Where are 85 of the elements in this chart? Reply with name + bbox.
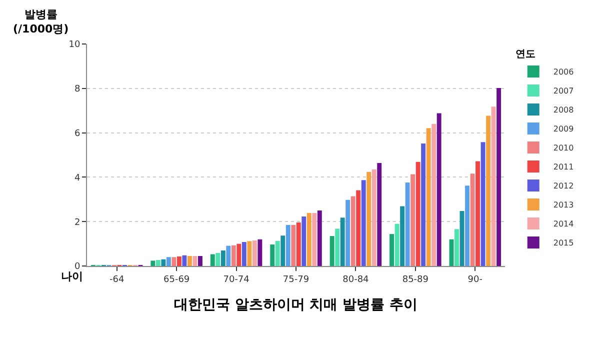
bar [330, 236, 334, 266]
bar [150, 260, 156, 266]
bar [242, 242, 246, 266]
bar [432, 124, 436, 266]
bar [350, 196, 356, 266]
bar [226, 246, 231, 266]
legend-label: 2009 [553, 124, 574, 134]
bar [198, 256, 202, 266]
legend-title: 연도 [515, 49, 536, 60]
y-tick-label: 8 [74, 84, 80, 95]
bar [286, 224, 290, 266]
bar [247, 241, 252, 266]
bar [210, 254, 215, 266]
legend-label: 2013 [553, 200, 574, 210]
bar [275, 240, 280, 266]
bar [340, 218, 345, 266]
bar [317, 210, 322, 266]
text: 대한민국 알츠하이머 치매 발병률 추이 [174, 297, 418, 313]
legend-label: 2010 [553, 144, 574, 153]
bar [480, 142, 486, 266]
bar [302, 216, 306, 266]
bar [470, 174, 475, 266]
legend-label: 2011 [553, 162, 574, 172]
bar [258, 239, 262, 266]
bar [270, 244, 275, 266]
bar [377, 162, 382, 266]
x-tick-label: 65-69 [163, 274, 190, 285]
bar [496, 88, 502, 266]
bar [192, 256, 198, 266]
bar [231, 245, 236, 266]
legend-label: 2008 [553, 106, 574, 115]
bar [372, 169, 376, 266]
bar [491, 106, 496, 266]
bar [436, 113, 442, 266]
y-axis-title: 발병률 (/1000명) [13, 8, 69, 36]
bar [306, 212, 312, 266]
x-tick-label: -64 [110, 274, 124, 285]
bar [156, 260, 160, 266]
bar [465, 186, 470, 266]
y-tick-label: 4 [74, 173, 80, 184]
bar [361, 180, 366, 266]
bar [166, 257, 171, 266]
bar [280, 236, 286, 266]
bar [236, 244, 242, 266]
bar [291, 224, 296, 266]
bar [366, 172, 372, 266]
bar [356, 190, 361, 266]
bar [454, 229, 459, 266]
bar [486, 116, 491, 266]
y-tick-label: 2 [74, 218, 80, 228]
bar [161, 259, 166, 266]
bar [476, 161, 480, 266]
bar [312, 212, 317, 266]
y-tick-label: 0 [74, 262, 80, 272]
legend-label: 2007 [553, 86, 574, 96]
x-tick-label: 70-74 [223, 274, 250, 285]
y-tick-label: 10 [68, 40, 80, 50]
y-tick-label: 6 [74, 128, 80, 139]
x-tick-label: 75-79 [282, 274, 310, 285]
bar [394, 224, 400, 266]
x-tick-label: 80-84 [342, 274, 370, 285]
bar [410, 174, 416, 266]
legend-label: 2012 [553, 182, 574, 191]
bar [296, 222, 301, 266]
legend-label: 2014 [553, 220, 574, 229]
bar [416, 162, 420, 266]
bar [335, 228, 340, 266]
bar [216, 252, 220, 266]
bar [187, 256, 192, 266]
bar [346, 200, 350, 266]
bar [182, 255, 187, 266]
bar [390, 234, 394, 266]
legend-label: 2015 [553, 238, 574, 248]
x-axis-title: 나이 [61, 270, 83, 283]
x-tick-label: 85-89 [402, 274, 429, 285]
bar [400, 206, 405, 266]
bar [176, 256, 182, 266]
bar [172, 257, 176, 266]
x-tick-label: 90- [468, 274, 482, 285]
bar [405, 182, 410, 266]
bar [252, 240, 257, 266]
legend-label: 2006 [553, 68, 574, 77]
bar [220, 250, 226, 266]
bar [426, 128, 431, 266]
bar [421, 143, 426, 266]
